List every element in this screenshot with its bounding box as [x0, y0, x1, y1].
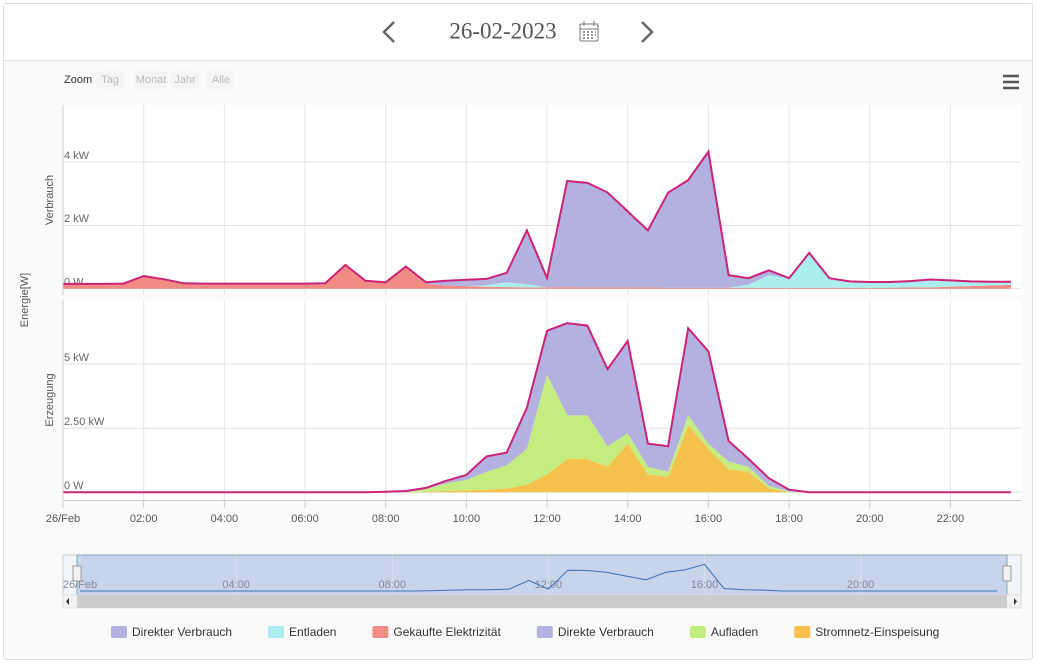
total-outline [63, 149, 1011, 285]
prev-day[interactable] [382, 21, 395, 43]
navigator-tick-label: 04:00 [222, 579, 250, 591]
navigator-tick-label: 20:00 [847, 579, 875, 591]
legend-label[interactable]: Direkter Verbrauch [132, 625, 232, 639]
navigator-handle[interactable] [1002, 565, 1012, 582]
y-tick-label: 5 kW [64, 352, 90, 364]
navigator-line [80, 563, 998, 592]
next-day[interactable] [641, 21, 654, 43]
x-tick-label: 16:00 [695, 513, 723, 525]
total-outline [63, 322, 1011, 494]
zoom-button-bg [171, 71, 199, 89]
x-tick-label: 08:00 [372, 513, 400, 525]
navigator-tick-label: 08:00 [378, 579, 406, 591]
x-tick-label: 14:00 [614, 513, 642, 525]
area [63, 374, 1011, 493]
legend-swatch[interactable] [268, 626, 285, 638]
scroll-left[interactable] [66, 598, 69, 605]
y-tick-label: 2 kW [64, 213, 90, 225]
plot-background [63, 105, 1021, 295]
x-tick-label: 12:00 [533, 513, 561, 525]
zoom-button[interactable]: Monat [136, 74, 167, 86]
legend-label[interactable]: Direkte Verbrauch [558, 625, 654, 639]
legend-label[interactable]: Stromnetz-Einspeisung [815, 625, 939, 639]
scrollbar-thumb[interactable] [77, 595, 1007, 608]
legend-label[interactable]: Aufladen [711, 625, 758, 639]
legend-label[interactable]: Gekaufte Elektrizität [393, 625, 501, 639]
x-tick-label: 20:00 [856, 513, 884, 525]
zoom-button[interactable]: Jahr [174, 74, 196, 86]
calendar-icon[interactable] [579, 21, 599, 42]
zoom-button-bg [96, 71, 124, 89]
x-tick-label: 18:00 [775, 513, 803, 525]
zoom-button[interactable]: Alle [212, 74, 230, 86]
area [63, 252, 1011, 288]
zoom-button-bg [134, 71, 168, 89]
x-tick-label: 04:00 [211, 513, 239, 525]
legend-swatch[interactable] [689, 626, 706, 638]
zoom-button-bg [207, 71, 235, 89]
panel-title: Verbrauch [44, 175, 56, 225]
date: 26-02-2023 [449, 18, 556, 43]
zoom-button[interactable]: Tag [101, 74, 119, 86]
navigator-tick-label: 16:00 [691, 579, 719, 591]
header-bar [4, 4, 1032, 60]
legend-label[interactable]: Entladen [289, 625, 336, 639]
x-tick-label: 10:00 [453, 513, 481, 525]
legend-swatch[interactable] [372, 626, 389, 638]
legend-swatch[interactable] [794, 626, 811, 638]
area [63, 323, 1011, 493]
y-tick-label: 0 W [64, 480, 84, 492]
zoom-label: Zoom [64, 74, 92, 86]
navigator-tick-label: 26/Feb [63, 579, 97, 591]
y-tick-label: 2.50 kW [64, 416, 105, 428]
y-axis-title: Energie[W] [19, 273, 31, 327]
navigator-handle[interactable] [72, 565, 82, 582]
y-tick-label: 4 kW [64, 150, 90, 162]
legend-swatch[interactable] [536, 626, 553, 638]
x-tick-label: 22:00 [937, 513, 965, 525]
x-tick-label: 02:00 [130, 513, 158, 525]
x-tick-label: 26/Feb [46, 513, 80, 525]
area [63, 264, 1011, 289]
x-tick-label: 06:00 [291, 513, 319, 525]
scroll-right[interactable] [1014, 598, 1017, 605]
area [63, 151, 1011, 288]
legend-swatch[interactable] [111, 626, 127, 638]
panel-title: Erzeugung [44, 373, 56, 426]
menu-button[interactable] [1003, 74, 1019, 90]
